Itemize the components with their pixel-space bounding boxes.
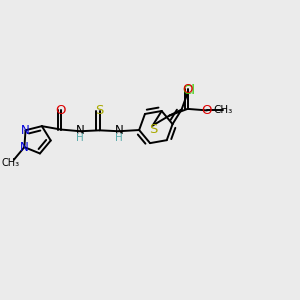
Text: O: O: [182, 83, 193, 96]
Text: O: O: [56, 103, 66, 116]
Text: S: S: [149, 123, 158, 136]
Text: N: N: [21, 124, 30, 137]
Text: Cl: Cl: [182, 84, 195, 97]
Text: S: S: [95, 104, 104, 117]
Text: N: N: [76, 124, 85, 136]
Text: CH₃: CH₃: [214, 105, 233, 116]
Text: H: H: [76, 133, 84, 143]
Text: CH₃: CH₃: [2, 158, 20, 168]
Text: N: N: [20, 141, 29, 154]
Text: N: N: [115, 124, 123, 136]
Text: O: O: [202, 104, 212, 117]
Text: H: H: [115, 133, 123, 143]
